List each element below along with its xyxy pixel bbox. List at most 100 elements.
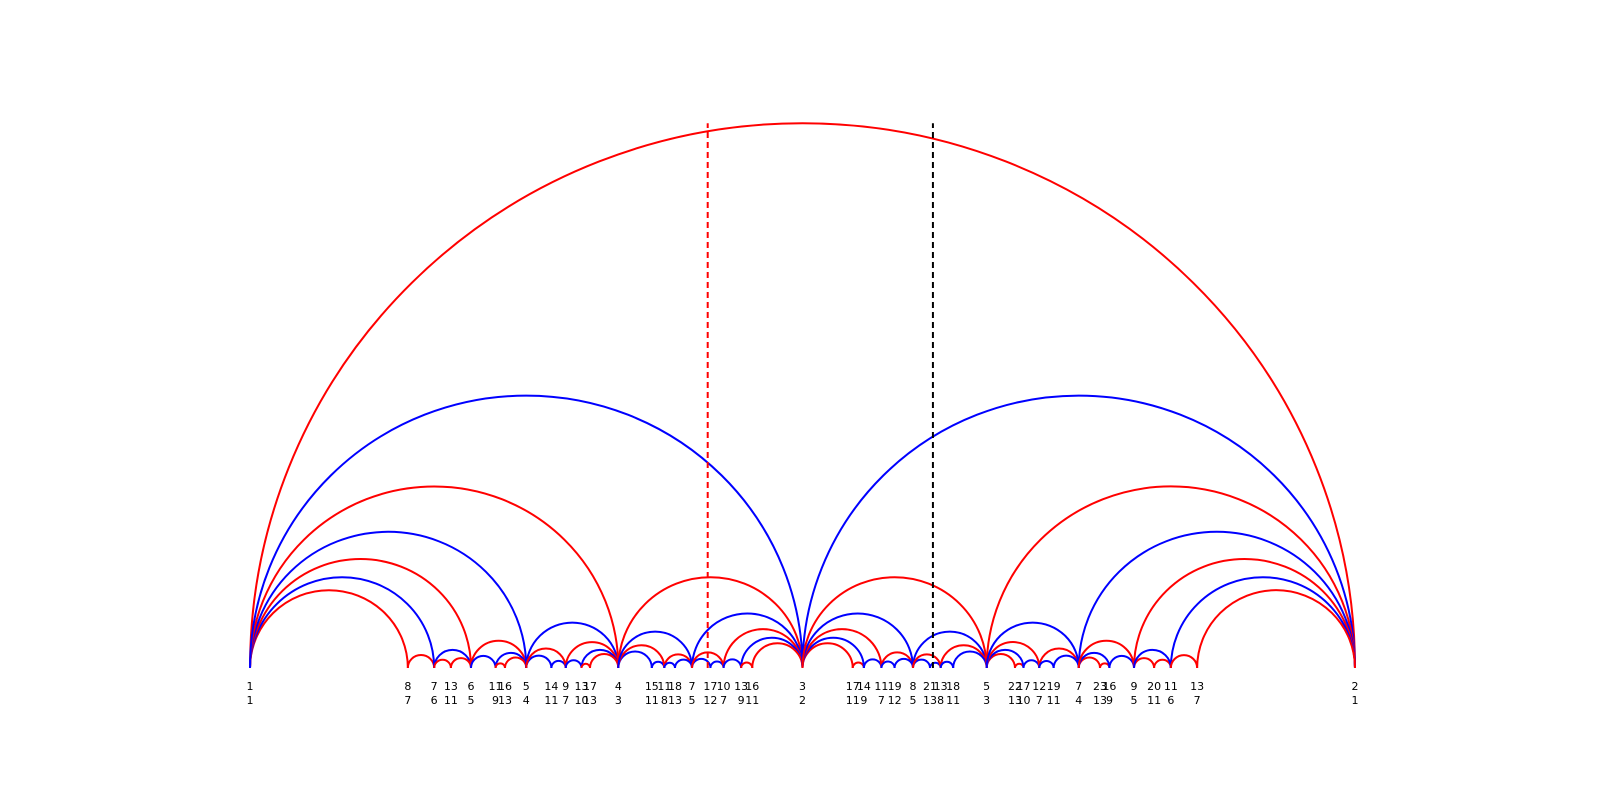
farey-arc xyxy=(550,660,567,669)
farey-arc xyxy=(249,122,1356,669)
numerator-label: 12 xyxy=(1032,680,1046,693)
numerator-label: 16 xyxy=(498,680,512,693)
denominator-label: 8 xyxy=(937,694,944,707)
numerator-label: 20 xyxy=(1147,680,1161,693)
numerator-label: 19 xyxy=(888,680,902,693)
farey-arc xyxy=(617,630,693,669)
denominator-label: 1 xyxy=(1352,694,1359,707)
denominator-label: 3 xyxy=(615,694,622,707)
numerator-label: 14 xyxy=(544,680,558,693)
numerator-label: 18 xyxy=(946,680,960,693)
denominator-label: 12 xyxy=(888,694,902,707)
farey-arc xyxy=(985,641,1041,669)
denominator-label: 13 xyxy=(923,694,937,707)
denominator-label: 11 xyxy=(544,694,558,707)
denominator-label: 7 xyxy=(720,694,727,707)
numerator-label: 5 xyxy=(983,680,990,693)
denominator-label: 13 xyxy=(1093,694,1107,707)
numerator-label: 16 xyxy=(745,680,759,693)
farey-arc xyxy=(249,530,528,669)
denominator-label: 11 xyxy=(1047,694,1061,707)
farey-arc xyxy=(893,657,914,669)
farey-arc xyxy=(1133,649,1172,669)
farey-arc xyxy=(525,621,620,669)
farey-arc xyxy=(691,612,804,669)
numerator-label: 17 xyxy=(583,680,597,693)
denominator-label: 7 xyxy=(1036,694,1043,707)
numerator-label: 8 xyxy=(910,680,917,693)
numerator-label: 14 xyxy=(857,680,871,693)
farey-arc xyxy=(589,653,620,669)
farey-arc xyxy=(650,660,666,669)
denominator-label: 11 xyxy=(745,694,759,707)
numerator-label: 19 xyxy=(1047,680,1061,693)
denominator-label: 9 xyxy=(738,694,745,707)
farey-arc xyxy=(470,639,528,669)
numerator-label: 22 xyxy=(1008,680,1022,693)
denominator-label: 10 xyxy=(1017,694,1031,707)
denominator-label: 11 xyxy=(1147,694,1161,707)
numerator-label: 3 xyxy=(799,680,806,693)
farey-arc xyxy=(740,661,754,669)
farey-arc xyxy=(617,576,804,669)
farey-arc xyxy=(1169,654,1199,669)
numerator-label: 4 xyxy=(615,680,622,693)
denominator-label: 10 xyxy=(575,694,589,707)
denominator-label: 4 xyxy=(523,694,530,707)
farey-arc xyxy=(801,394,1356,669)
numerator-label: 11 xyxy=(874,680,888,693)
numerator-label: 16 xyxy=(1102,680,1116,693)
numerator-label: 10 xyxy=(717,680,731,693)
numerator-label: 17 xyxy=(1017,680,1031,693)
denominator-label: 13 xyxy=(1008,694,1022,707)
farey-arc xyxy=(674,658,693,669)
farey-arc xyxy=(617,644,666,669)
denominator-label: 5 xyxy=(689,694,696,707)
farey-arc xyxy=(1153,658,1172,669)
denominator-label: 5 xyxy=(1131,694,1138,707)
numerator-label: 7 xyxy=(431,680,438,693)
numerator-label: 13 xyxy=(575,680,589,693)
farey-arc xyxy=(722,658,743,669)
numerator-label: 13 xyxy=(734,680,748,693)
denominator-label: 9 xyxy=(492,694,499,707)
denominator-label: 11 xyxy=(946,694,960,707)
numerator-label: 9 xyxy=(562,680,569,693)
denominator-label: 7 xyxy=(404,694,411,707)
denominator-label: 9 xyxy=(1106,694,1113,707)
farey-arc xyxy=(433,658,452,669)
farey-arc xyxy=(249,576,436,669)
denominator-label: 13 xyxy=(583,694,597,707)
farey-arc xyxy=(1022,659,1041,669)
numerator-label: 9 xyxy=(1131,680,1138,693)
farey-arc xyxy=(801,576,988,669)
numerator-label: 17 xyxy=(846,680,860,693)
farey-arc xyxy=(952,650,988,669)
numerator-label: 21 xyxy=(923,680,937,693)
denominator-label: 2 xyxy=(799,694,806,707)
farey-arc xyxy=(939,644,988,669)
numerator-label: 7 xyxy=(1075,680,1082,693)
denominator-label: 6 xyxy=(431,694,438,707)
farey-arc xyxy=(525,647,567,669)
denominator-label: 13 xyxy=(668,694,682,707)
denominator-label: 5 xyxy=(910,694,917,707)
farey-arc xyxy=(851,661,865,669)
farey-arc xyxy=(249,558,472,669)
denominator-label: 7 xyxy=(562,694,569,707)
denominator-label: 3 xyxy=(983,694,990,707)
denominator-label: 1 xyxy=(247,694,254,707)
denominator-label: 7 xyxy=(1194,694,1201,707)
denominator-label: 13 xyxy=(498,694,512,707)
farey-arc xyxy=(862,658,883,669)
farey-arc xyxy=(249,485,620,669)
denominator-label: 11 xyxy=(846,694,860,707)
numerator-label: 5 xyxy=(523,680,530,693)
denominator-label: 11 xyxy=(444,694,458,707)
farey-arc xyxy=(1038,660,1055,669)
farey-arc xyxy=(470,654,497,669)
farey-arc xyxy=(985,621,1080,669)
denominator-label: 6 xyxy=(1167,694,1174,707)
farey-arc xyxy=(580,662,591,669)
numerator-label: 1 xyxy=(247,680,254,693)
